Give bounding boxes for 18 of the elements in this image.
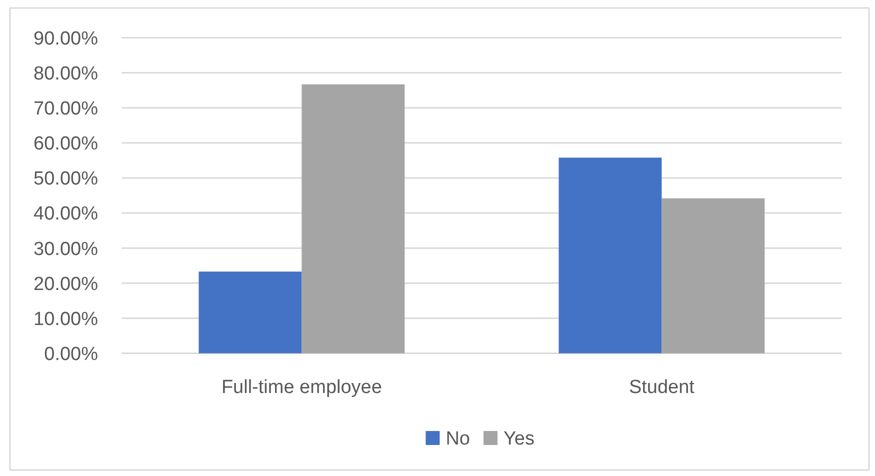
bar — [558, 158, 662, 354]
y-tick-label: 80.00% — [34, 63, 98, 84]
y-tick-label: 30.00% — [34, 238, 98, 260]
y-tick-label: 0.00% — [44, 344, 98, 365]
bar — [662, 198, 765, 354]
y-tick-label: 70.00% — [34, 98, 98, 120]
y-tick-label: 10.00% — [34, 308, 98, 330]
legend-label: Yes — [504, 428, 534, 450]
x-tick-label: Student — [628, 377, 696, 398]
bar — [198, 272, 302, 354]
y-tick-label: 60.00% — [34, 134, 98, 155]
y-tick-label: 90.00% — [34, 28, 98, 50]
y-tick-label: 40.00% — [34, 204, 98, 225]
legend-label: No — [446, 428, 470, 450]
x-tick-label: Full-time employee — [221, 377, 382, 398]
y-tick-label: 50.00% — [34, 168, 98, 190]
y-tick-label: 20.00% — [34, 274, 98, 295]
bar — [302, 84, 405, 354]
